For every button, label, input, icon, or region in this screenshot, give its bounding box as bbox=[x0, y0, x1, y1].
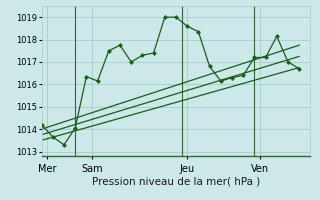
X-axis label: Pression niveau de la mer( hPa ): Pression niveau de la mer( hPa ) bbox=[92, 176, 260, 186]
